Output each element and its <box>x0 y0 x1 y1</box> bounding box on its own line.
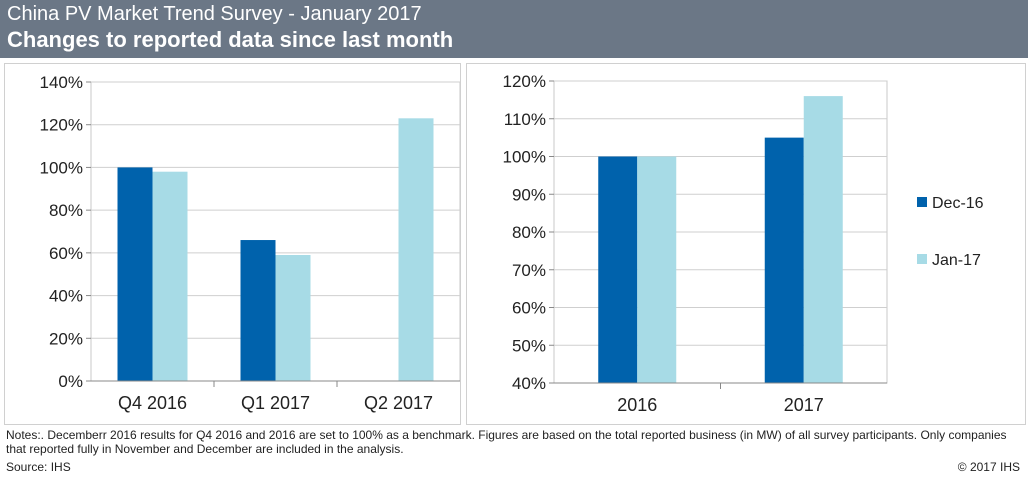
x-tick-label: Q4 2016 <box>118 393 187 413</box>
bar-dec-16 <box>117 167 153 381</box>
bar-jan-17 <box>152 171 188 381</box>
y-tick-label: 80% <box>512 223 546 242</box>
y-tick-label: 100% <box>503 148 546 167</box>
y-tick-label: 120% <box>503 72 546 91</box>
y-tick-label: 80% <box>49 201 83 220</box>
footer-source: Source: IHS <box>6 460 71 474</box>
x-tick-label: 2016 <box>617 395 657 415</box>
y-tick-label: 60% <box>512 299 546 318</box>
x-tick-label: 2017 <box>784 395 824 415</box>
bar-dec-16 <box>598 156 638 383</box>
y-tick-label: 70% <box>512 261 546 280</box>
right-chart-panel: 40% 50% 60% 70% 80% 90% 100% 110% 120% 2016 2017 De… <box>466 63 1026 425</box>
y-tick-label: 120% <box>40 116 83 135</box>
bar-dec-16 <box>764 137 804 383</box>
chart-subtitle: Changes to reported data since last mont… <box>7 27 454 52</box>
bar-jan-17 <box>398 118 434 382</box>
bar-jan-17 <box>275 254 311 381</box>
y-tick-label: 60% <box>49 244 83 263</box>
chart-title: China PV Market Trend Survey - January 2… <box>7 3 422 25</box>
header-bar: China PV Market Trend Survey - January 2… <box>0 0 1028 58</box>
legend-label: Dec-16 <box>932 195 984 212</box>
y-tick-label: 40% <box>512 374 546 393</box>
y-tick-label: 40% <box>49 287 83 306</box>
x-tick-label: Q2 2017 <box>364 393 433 413</box>
footer-notes: Notes:. Decemberr 2016 results for Q4 20… <box>6 428 1007 456</box>
quarterly-bar-chart: 0% 20% 40% 60% 80% 100% 120% 140% Q4 2016 Q1 2017… <box>40 73 460 413</box>
legend-swatch <box>917 197 927 207</box>
bar-jan-17 <box>637 156 677 383</box>
y-tick-label: 90% <box>512 185 546 204</box>
bar-jan-17 <box>803 96 843 383</box>
y-tick-label: 20% <box>49 329 83 348</box>
left-chart-panel: 0% 20% 40% 60% 80% 100% 120% 140% Q4 2016 Q1 2017… <box>4 63 461 425</box>
y-tick-label: 0% <box>58 372 83 391</box>
legend-swatch <box>917 254 927 264</box>
footer-copyright: © 2017 IHS <box>957 460 1020 474</box>
y-tick-label: 110% <box>504 110 546 129</box>
legend-label: Jan-17 <box>932 252 981 269</box>
y-tick-label: 140% <box>40 73 83 92</box>
y-tick-label: 50% <box>512 336 546 355</box>
x-tick-label: Q1 2017 <box>241 393 310 413</box>
annual-bar-chart: 40% 50% 60% 70% 80% 90% 100% 110% 120% 2016 2017 De… <box>503 72 984 415</box>
y-tick-label: 100% <box>40 158 83 177</box>
bar-dec-16 <box>240 240 276 381</box>
